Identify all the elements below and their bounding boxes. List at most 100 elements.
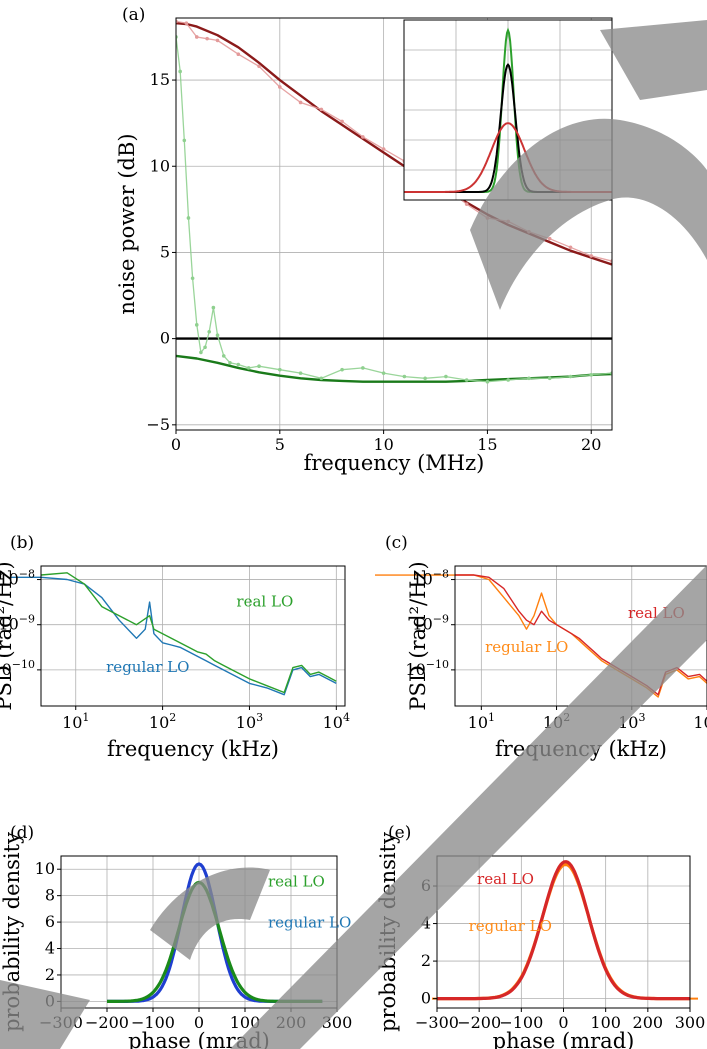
x-tick-label: 0 <box>558 1013 568 1032</box>
y-tick-label: 10−8 <box>412 568 449 589</box>
data-point <box>464 202 469 206</box>
x-axis-label: frequency (MHz) <box>304 451 485 475</box>
data-point <box>381 147 386 151</box>
watermark <box>0 20 707 1049</box>
y-tick-label: 2 <box>421 951 431 970</box>
data-point <box>381 371 386 375</box>
data-point <box>340 119 344 124</box>
y-axis-label: PSD (rad²/Hz) <box>0 561 16 710</box>
panel-label: (e) <box>388 823 411 843</box>
data-point <box>205 36 209 41</box>
legend-annotation: regular LO <box>485 638 568 656</box>
data-point <box>221 354 226 358</box>
data-point <box>589 373 594 377</box>
legend-annotation: regular LO <box>106 658 189 676</box>
x-tick-label: −300 <box>415 1013 459 1032</box>
y-tick-label: 4 <box>45 939 55 958</box>
data-point <box>589 254 594 258</box>
data-point <box>506 378 510 382</box>
data-point <box>464 378 469 382</box>
data-point <box>178 69 182 74</box>
y-tick-label: −5 <box>146 415 170 434</box>
legend-annotation: real LO <box>268 872 325 890</box>
y-tick-label: 8 <box>45 886 55 905</box>
data-point <box>236 362 241 367</box>
y-axis-label: PSD (rad²/Hz) <box>406 561 430 710</box>
data-point <box>568 374 573 379</box>
data-point <box>194 35 199 39</box>
data-point <box>182 138 187 143</box>
legend-annotation: regular LO <box>469 917 552 935</box>
legend-annotation: real LO <box>236 593 293 611</box>
series-regular-lo <box>41 576 337 696</box>
data-point <box>298 100 303 105</box>
panel-label: (b) <box>10 533 34 553</box>
data-point <box>190 276 195 281</box>
axes-frame <box>40 565 346 707</box>
data-point <box>228 360 232 365</box>
y-tick-label: 4 <box>421 914 431 933</box>
series-real-lo <box>437 860 690 1001</box>
y-tick-label: 2 <box>45 965 55 984</box>
legend-annotation: real LO <box>477 870 534 888</box>
panel-label: (d) <box>10 823 34 843</box>
x-tick-label: 0 <box>171 435 181 454</box>
data-point <box>568 245 573 250</box>
data-point <box>199 350 203 355</box>
y-tick-label: 10−10 <box>405 658 449 679</box>
x-axis-label: phase (mrad) <box>493 1029 635 1049</box>
data-point <box>319 376 324 381</box>
x-tick-label: 103 <box>236 711 263 732</box>
data-point <box>215 38 220 43</box>
x-tick-label: 5 <box>275 435 285 454</box>
legend-annotation: regular LO <box>268 913 351 931</box>
data-point <box>184 21 189 25</box>
panel-label: (a) <box>122 5 145 25</box>
x-tick-label: 15 <box>477 435 497 454</box>
y-tick-label: 10 <box>150 156 170 175</box>
x-axis-label: frequency (kHz) <box>107 737 279 761</box>
data-point <box>257 364 261 369</box>
x-tick-label: −100 <box>131 1013 175 1032</box>
y-tick-label: 10−9 <box>412 613 449 634</box>
data-point <box>207 329 212 334</box>
data-point <box>236 52 241 57</box>
y-tick-label: 10−8 <box>0 568 35 589</box>
axes-frame <box>175 17 613 431</box>
panel-b: (b) 101 102 103 104 10−10 10−9 10−8 frequency (k… <box>0 533 350 761</box>
data-point <box>186 216 191 220</box>
x-tick-label: 101 <box>62 711 89 732</box>
x-tick-label: 20 <box>581 435 601 454</box>
x-tick-label: 100 <box>590 1013 621 1032</box>
y-tick-label: 15 <box>150 70 170 89</box>
panel-label: (c) <box>385 533 408 553</box>
data-point <box>215 333 220 337</box>
data-point <box>194 323 199 327</box>
data-point <box>361 366 365 370</box>
y-tick-label: 0 <box>421 989 431 1008</box>
x-tick-label: −100 <box>499 1013 543 1032</box>
data-point <box>402 374 407 379</box>
data-point <box>444 374 448 379</box>
data-point <box>246 366 251 370</box>
grid <box>455 566 707 706</box>
series-real-lo <box>41 572 337 694</box>
y-tick-label: 6 <box>45 912 55 931</box>
x-tick-label: 104 <box>693 711 707 732</box>
data-point <box>211 305 216 310</box>
data-point <box>257 64 261 69</box>
data-point <box>527 376 531 381</box>
data-point <box>423 376 427 381</box>
x-tick-label: 10 <box>373 435 393 454</box>
x-axis-label: phase (mrad) <box>128 1029 270 1049</box>
data-point <box>361 135 365 139</box>
y-tick-label: 10 <box>35 859 55 878</box>
x-tick-label: 101 <box>468 711 495 732</box>
y-tick-label: 5 <box>160 242 170 261</box>
y-tick-label: 10−9 <box>0 613 35 634</box>
data-point <box>278 85 282 89</box>
y-axis-label: noise power (dB) <box>115 133 139 314</box>
data-point <box>319 107 324 112</box>
data-point <box>547 376 552 381</box>
